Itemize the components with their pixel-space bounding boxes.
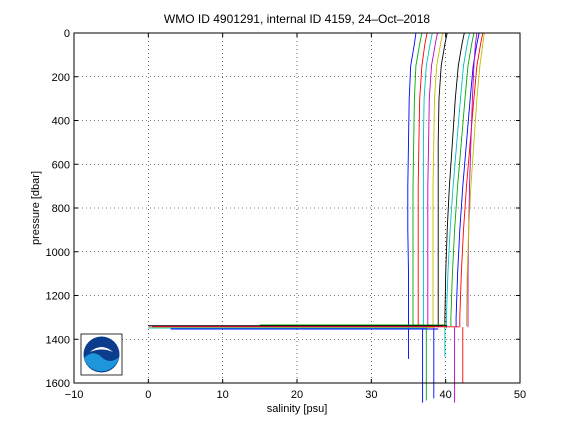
x-tick-label: 30 — [365, 389, 377, 401]
series-line — [427, 32, 438, 328]
series-line — [445, 32, 470, 329]
y-tick-label: 1400 — [46, 334, 70, 346]
x-tick-label: 40 — [440, 389, 452, 401]
y-tick-label: 1600 — [46, 378, 70, 390]
series-line — [466, 32, 485, 327]
series-line — [417, 32, 428, 327]
x-axis-label: salinity [psu] — [267, 403, 328, 415]
series-line — [412, 32, 423, 328]
series-line — [407, 32, 417, 327]
logo-bird — [90, 347, 113, 352]
axis-ticks: −10 0 10 20 30 40 50 0 200 400 600 800 1000 1200 1400 1… — [46, 28, 527, 401]
chart-title: WMO ID 4901291, internal ID 4159, 24–Oct… — [164, 12, 430, 26]
y-tick-label: 600 — [52, 159, 70, 171]
x-tick-label: 10 — [217, 389, 229, 401]
y-tick-label: 400 — [52, 116, 70, 128]
x-tick-label: 20 — [291, 389, 303, 401]
y-axis-label: pressure [dbar] — [30, 171, 42, 245]
series-line — [422, 32, 433, 329]
series-line — [432, 32, 444, 327]
y-tick-label: 0 — [64, 28, 70, 40]
series-line — [459, 32, 484, 328]
x-tick-label: 50 — [514, 389, 526, 401]
y-tick-label: 1000 — [46, 247, 70, 259]
y-tick-label: 800 — [52, 203, 70, 215]
logo-wave — [84, 353, 119, 372]
series-line — [450, 32, 475, 327]
series-line — [444, 32, 465, 328]
x-tick-label: −10 — [65, 389, 84, 401]
series-line — [467, 32, 478, 328]
y-tick-label: 200 — [52, 72, 70, 84]
plot-lines — [148, 32, 485, 403]
noaa-logo — [80, 333, 123, 376]
series-line — [437, 32, 448, 328]
x-tick-label: 0 — [145, 389, 151, 401]
y-tick-label: 1200 — [46, 291, 70, 303]
